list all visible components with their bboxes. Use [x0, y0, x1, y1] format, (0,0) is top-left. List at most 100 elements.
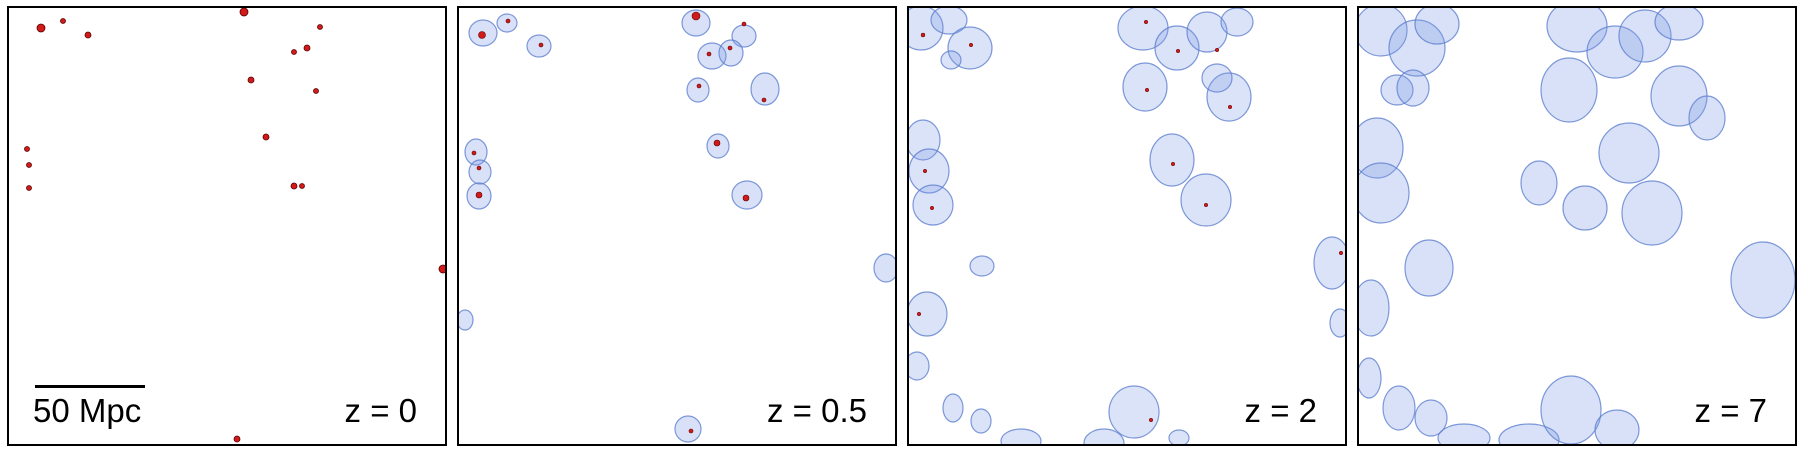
ionized-region	[1498, 423, 1560, 444]
halo	[916, 311, 922, 317]
panel-z0-5: z = 0.5	[457, 6, 897, 446]
halo	[239, 8, 249, 17]
ionized-region	[1220, 8, 1254, 37]
ionized-region	[947, 26, 993, 70]
ionized-region	[750, 72, 780, 106]
ionized-region	[1359, 357, 1382, 399]
halo	[438, 264, 445, 274]
panel-z7: z = 7	[1357, 6, 1797, 446]
halo	[247, 76, 255, 84]
ionized-region	[1688, 95, 1726, 141]
redshift-label: z = 0	[344, 392, 417, 429]
halo	[1170, 161, 1176, 167]
ionized-region	[1540, 57, 1598, 123]
ionized-region	[686, 77, 710, 103]
halo	[1338, 250, 1344, 256]
halo	[478, 31, 486, 39]
ionized-region	[1149, 133, 1195, 187]
panel-z2-image	[909, 8, 1345, 444]
ionized-region	[942, 393, 964, 423]
halo	[475, 191, 483, 199]
ionized-region	[909, 148, 950, 194]
ionized-region	[1083, 428, 1125, 444]
halo	[742, 194, 750, 202]
halo	[1143, 19, 1149, 25]
ionized-region	[969, 255, 995, 277]
ionized-region	[1404, 239, 1454, 297]
ionized-region	[1122, 62, 1168, 112]
ionized-region	[1108, 385, 1160, 439]
panel-z2: z = 2	[907, 6, 1347, 446]
halo	[713, 139, 721, 147]
halo	[24, 146, 30, 152]
ionized-region	[1359, 8, 1408, 57]
ionized-region	[909, 8, 944, 51]
ionized-region	[1359, 117, 1404, 179]
ionized-region	[1313, 236, 1345, 290]
ionized-region	[1382, 385, 1416, 431]
halo	[505, 18, 511, 24]
halo	[920, 32, 926, 38]
halo	[1175, 48, 1181, 54]
scale-bar-label: 50 Mpc	[33, 392, 142, 429]
halo	[1148, 417, 1154, 423]
halo	[471, 150, 477, 156]
panel-z0: 50 Mpc z = 0	[7, 6, 447, 446]
ionized-region	[1437, 423, 1491, 444]
halo	[968, 42, 974, 48]
halo	[233, 435, 241, 443]
halo	[761, 97, 767, 103]
halo	[60, 18, 66, 24]
halo	[291, 49, 297, 55]
ionized-region	[1598, 122, 1660, 184]
halo	[1214, 47, 1220, 53]
redshift-label: z = 7	[1694, 392, 1767, 429]
halo	[36, 23, 46, 33]
ionized-region	[909, 119, 941, 161]
ionized-region	[1586, 25, 1644, 79]
halo	[1203, 202, 1209, 208]
ionized-region	[909, 351, 930, 381]
ionized-region	[1201, 63, 1233, 93]
ionized-region	[1329, 308, 1345, 338]
ionized-region	[1359, 279, 1390, 337]
ionized-region	[1618, 9, 1672, 63]
ionized-region	[912, 184, 954, 226]
ionized-region	[674, 415, 702, 443]
panel-z7-image	[1359, 8, 1795, 444]
ionized-region	[1594, 409, 1640, 444]
halo	[26, 185, 32, 191]
halo	[303, 44, 311, 52]
ionized-region	[1540, 375, 1602, 444]
ionized-region	[1168, 429, 1190, 444]
ionized-region	[940, 50, 962, 70]
redshift-label: z = 0.5	[767, 392, 867, 429]
halo	[1227, 104, 1233, 110]
halo	[696, 83, 702, 89]
ionized-region	[1359, 162, 1410, 224]
halo	[727, 45, 733, 51]
ionized-region	[1414, 8, 1460, 45]
halo	[922, 168, 928, 174]
ionized-region	[970, 408, 992, 434]
ionized-region	[1621, 180, 1683, 246]
halo	[538, 42, 544, 48]
panel-z0-5-image	[459, 9, 895, 443]
halo	[706, 51, 712, 57]
ionized-region	[1546, 8, 1608, 53]
redshift-label: z = 2	[1244, 392, 1317, 429]
ionized-region	[1562, 185, 1608, 231]
halo	[741, 21, 747, 27]
ionized-region	[1206, 72, 1252, 122]
ionized-region	[1654, 8, 1704, 41]
panel-z0-image	[24, 8, 445, 443]
halo	[290, 182, 298, 190]
halo	[317, 24, 323, 30]
ionized-region	[930, 8, 968, 35]
ionized-region	[1520, 160, 1558, 206]
ionized-region	[909, 291, 948, 337]
ionized-region	[468, 159, 492, 185]
halo	[688, 428, 694, 434]
ionized-region	[681, 9, 711, 37]
halo	[299, 183, 305, 189]
